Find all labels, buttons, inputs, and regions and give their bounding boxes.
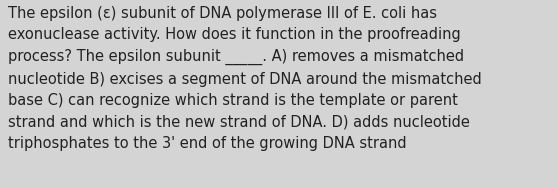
Text: The epsilon (ε) subunit of DNA polymerase III of E. coli has
exonuclease activit: The epsilon (ε) subunit of DNA polymeras… <box>8 6 482 152</box>
